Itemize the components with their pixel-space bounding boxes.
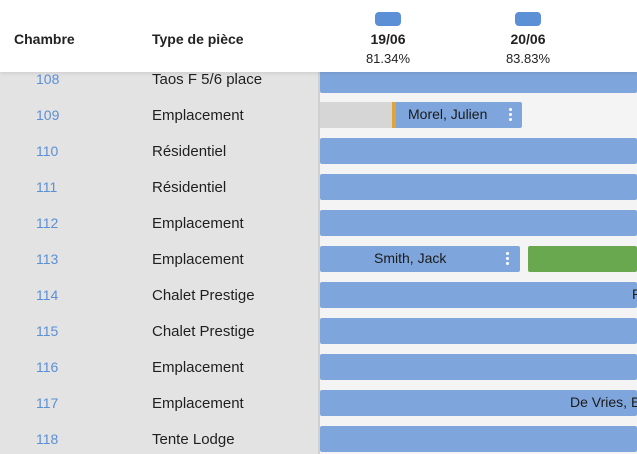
day-1-badge[interactable] — [375, 12, 401, 26]
booking-bar-116[interactable] — [320, 354, 637, 380]
room-type-114: Chalet Prestige — [152, 287, 255, 304]
room-type-112: Emplacement — [152, 215, 244, 232]
booking-bar-118[interactable] — [320, 426, 637, 452]
booking-bar-morel[interactable]: Morel, Julien — [392, 102, 522, 128]
day-2-occupancy: 83.83% — [505, 51, 551, 66]
booking-guest-name: De Vries, E — [570, 394, 637, 410]
room-type-108: Taos F 5/6 place — [152, 71, 263, 88]
room-number-108[interactable]: 108 — [36, 71, 60, 87]
room-type-118: Tente Lodge — [152, 431, 235, 448]
room-type-115: Chalet Prestige — [152, 323, 255, 340]
booking-guest-name: Morel, Julien — [408, 106, 488, 122]
room-number-109[interactable]: 109 — [36, 107, 60, 123]
day-1-date: 19/06 — [370, 31, 406, 47]
room-number-117[interactable]: 117 — [36, 395, 59, 411]
booking-bar-112[interactable] — [320, 210, 637, 236]
room-number-116[interactable]: 116 — [36, 359, 59, 375]
room-type-110: Résidentiel — [152, 143, 227, 160]
more-options-icon[interactable] — [509, 106, 513, 124]
booking-bar-smith[interactable]: Smith, Jack — [320, 246, 520, 272]
booking-bar-114[interactable]: R — [320, 282, 637, 308]
booking-bar-113-next[interactable] — [528, 246, 637, 272]
booking-bar-115[interactable] — [320, 318, 637, 344]
booking-bar-devries[interactable]: De Vries, E — [320, 390, 637, 416]
rooms-panel — [0, 72, 318, 454]
room-type-113: Emplacement — [152, 251, 244, 268]
status-stripe — [392, 102, 396, 128]
room-number-113[interactable]: 113 — [36, 251, 59, 267]
room-type-109: Emplacement — [152, 107, 244, 124]
booking-bar-110[interactable] — [320, 138, 637, 164]
booking-guest-name: R — [632, 286, 637, 302]
planning-header: Chambre Type de pièce 19/06 81.34% 20/06… — [0, 0, 637, 72]
room-number-114[interactable]: 114 — [36, 287, 59, 303]
room-number-111[interactable]: 111 — [36, 179, 58, 195]
room-number-118[interactable]: 118 — [36, 431, 59, 447]
booking-bar-111[interactable] — [320, 174, 637, 200]
room-column-header[interactable]: Chambre — [14, 31, 75, 47]
panel-divider — [318, 72, 320, 454]
room-number-112[interactable]: 112 — [36, 215, 59, 231]
day-2-badge[interactable] — [515, 12, 541, 26]
room-type-column-header[interactable]: Type de pièce — [152, 31, 244, 47]
room-type-117: Emplacement — [152, 395, 244, 412]
room-type-111: Résidentiel — [152, 179, 227, 196]
booking-guest-name: Smith, Jack — [374, 250, 447, 266]
room-type-116: Emplacement — [152, 359, 244, 376]
more-options-icon[interactable] — [506, 250, 510, 268]
day-2-date: 20/06 — [510, 31, 546, 47]
room-number-115[interactable]: 115 — [36, 323, 59, 339]
blocked-cell-109 — [320, 102, 392, 128]
room-number-110[interactable]: 110 — [36, 143, 59, 159]
day-1-occupancy: 81.34% — [365, 51, 411, 66]
